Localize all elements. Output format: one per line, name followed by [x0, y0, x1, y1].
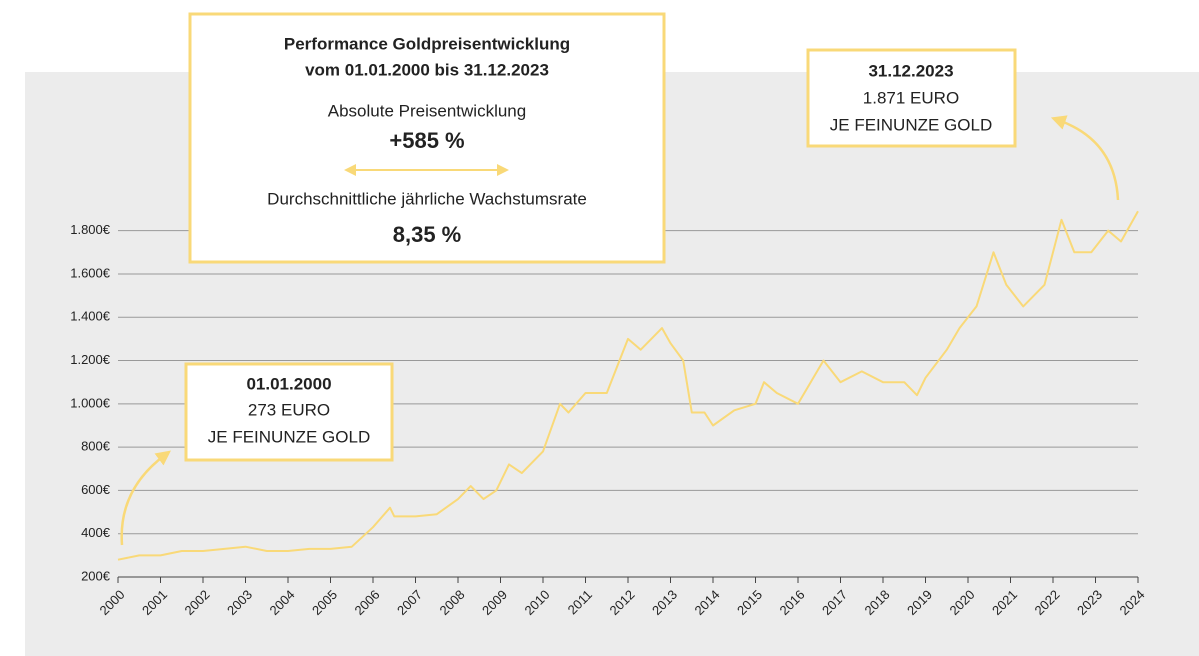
- annotation-box: [806, 48, 1017, 148]
- annotation-date: 31.12.2023: [868, 61, 953, 80]
- y-tick-label: 400€: [81, 525, 111, 540]
- annotation-arrow: [1050, 115, 1120, 201]
- title-line: vom 01.01.2000 bis 31.12.2023: [305, 60, 549, 79]
- annotation-arrow: [120, 450, 172, 546]
- y-tick-label: 1.400€: [70, 309, 111, 324]
- y-tick-label: 1.000€: [70, 395, 111, 410]
- annotation-unit: JE FEINUNZE GOLD: [830, 115, 992, 134]
- annotation-price: 273 EURO: [248, 400, 330, 419]
- stat-label: Durchschnittliche jährliche Wachstumsrat…: [267, 189, 587, 208]
- annotation-date: 01.01.2000: [246, 374, 331, 393]
- stat-value: +585 %: [389, 128, 464, 153]
- y-tick-label: 800€: [81, 439, 111, 454]
- annotation-price: 1.871 EURO: [863, 88, 959, 107]
- annotation-box: [184, 362, 394, 462]
- y-tick-label: 200€: [81, 568, 111, 583]
- info-box: [188, 12, 666, 264]
- title-line: Performance Goldpreisentwicklung: [284, 34, 570, 53]
- annotation-unit: JE FEINUNZE GOLD: [208, 427, 370, 446]
- y-tick-label: 1.600€: [70, 265, 111, 280]
- price-line: [117, 210, 1139, 561]
- stat-label: Absolute Preisentwicklung: [328, 101, 526, 120]
- stat-value: 8,35 %: [393, 222, 462, 247]
- y-tick-label: 600€: [81, 482, 111, 497]
- y-tick-label: 1.800€: [70, 222, 111, 237]
- y-tick-label: 1.200€: [70, 352, 111, 367]
